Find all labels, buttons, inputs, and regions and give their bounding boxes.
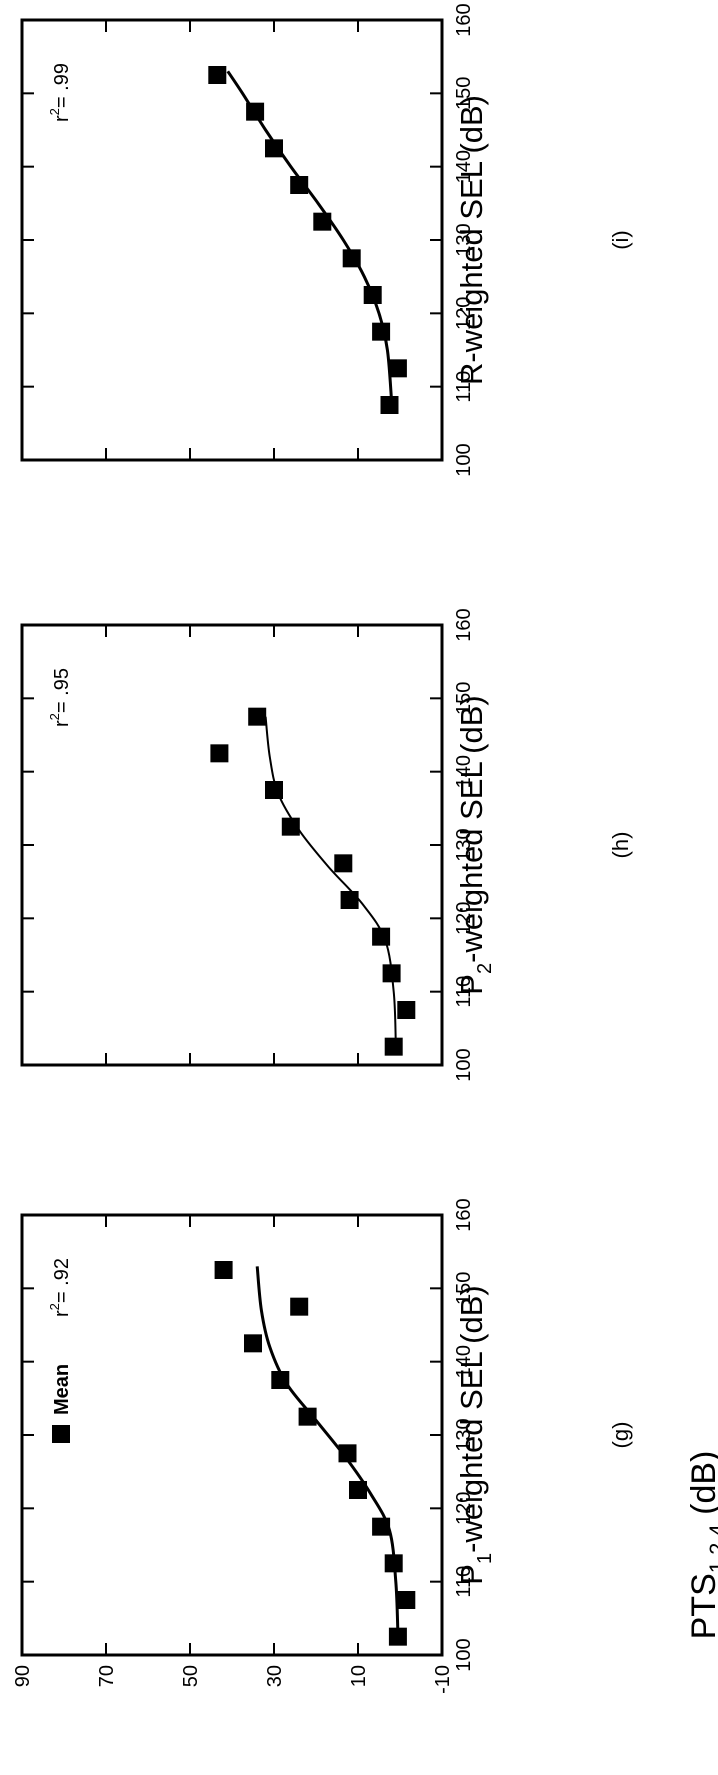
x-tick-label: 110 [453, 976, 475, 1008]
x-tick-label: 150 [453, 77, 475, 110]
x-axis-title: R-weighted SEL (dB) [454, 95, 489, 385]
x-tick-label: 120 [453, 902, 475, 935]
data-point [265, 781, 283, 799]
data-point [214, 1261, 233, 1279]
x-ticks: 100 110 120 130 140 150 160 [22, 3, 475, 477]
r-squared-label: r2= .92 [47, 1258, 73, 1317]
data-point [380, 396, 399, 414]
fit-curve [255, 1266, 400, 1634]
x-ticks: 100 110 120 130 140 150 160 [22, 608, 475, 1082]
data-point [388, 1627, 407, 1646]
r-squared-label: r2= .99 [47, 63, 73, 122]
x-axis-title: P1-weighted SEL (dB) [454, 1285, 496, 1584]
plot-frame [20, 1213, 444, 1657]
legend-label: Mean [51, 1364, 73, 1415]
data-point [271, 1371, 290, 1389]
data-points [208, 66, 407, 414]
data-point [265, 139, 283, 158]
x-tick-label: 100 [453, 443, 475, 476]
data-point [244, 1334, 262, 1353]
panel-h: 100 110 120 130 140 150 160 r2= .95 P2-weighte… [20, 608, 633, 1082]
data-point [372, 1517, 391, 1536]
panel-label: (g) [608, 1422, 633, 1449]
y-tick-label: 30 [264, 1665, 286, 1687]
x-tick-label: 140 [453, 755, 475, 788]
x-tick-label: 160 [453, 608, 475, 641]
x-tick-label: 160 [453, 1198, 475, 1231]
data-point [397, 1001, 416, 1019]
x-tick-label: 130 [453, 828, 475, 861]
data-point [388, 359, 407, 378]
data-point [397, 1591, 416, 1609]
x-tick-label: 110 [453, 1566, 475, 1598]
y-ticks: 90 70 50 30 10 -10 [12, 1215, 454, 1694]
data-point [338, 1444, 357, 1463]
data-point [281, 817, 300, 836]
data-points [214, 1261, 416, 1646]
y-tick-label: 90 [12, 1665, 34, 1687]
x-tick-label: 100 [453, 1048, 475, 1081]
x-tick-label: 150 [453, 1272, 475, 1305]
data-point [208, 66, 227, 84]
panel-i: 100 110 120 130 140 150 160 r2= .99 R-weighted… [20, 3, 633, 477]
r-squared-label: r2= .95 [47, 668, 73, 727]
x-tick-label: 120 [453, 297, 475, 330]
y-ticks [21, 20, 443, 460]
data-point [384, 1037, 403, 1056]
data-point [384, 1554, 403, 1573]
data-point [372, 927, 391, 946]
x-tick-label: 140 [453, 150, 475, 183]
x-tick-label: 100 [453, 1638, 475, 1671]
x-tick-label: 110 [453, 371, 475, 403]
data-point [342, 249, 361, 268]
y-axis-title: PTS1,2,4 (dB) [685, 1451, 718, 1640]
y-tick-label: 70 [96, 1665, 118, 1687]
rotated-figure: PTS1,2,4 (dB) 100 110 120 130 140 150 160 90 70… [12, 3, 718, 1694]
x-tick-label: 120 [453, 1492, 475, 1525]
data-points [210, 707, 416, 1056]
panel-g: 100 110 120 130 140 150 160 90 70 50 30 10 -10 Mean… [12, 1198, 633, 1694]
x-tick-label: 160 [453, 3, 475, 36]
x-axis-title: P2-weighted SEL (dB) [454, 695, 496, 994]
x-ticks: 100 110 120 130 140 150 160 [22, 1198, 475, 1672]
data-point [298, 1407, 317, 1426]
data-point [248, 707, 267, 726]
x-tick-label: 130 [453, 223, 475, 256]
x-tick-label: 130 [453, 1418, 475, 1451]
data-point [210, 744, 229, 763]
data-point [290, 1297, 309, 1316]
panel-label: (h) [608, 832, 633, 859]
legend-marker [52, 1425, 70, 1443]
y-tick-label: -10 [432, 1665, 454, 1694]
x-tick-label: 150 [453, 682, 475, 715]
data-point [372, 322, 391, 341]
plot-frame [20, 18, 444, 462]
data-point [290, 176, 309, 194]
data-point [334, 854, 353, 873]
y-tick-label: 50 [180, 1665, 202, 1687]
data-point [382, 964, 401, 983]
y-tick-label: 10 [348, 1665, 370, 1687]
fit-curve [264, 716, 397, 1044]
x-tick-label: 140 [453, 1345, 475, 1378]
data-point [246, 102, 265, 121]
data-point [363, 286, 382, 304]
plot-frame [20, 623, 444, 1067]
data-point [349, 1481, 367, 1499]
panel-label: (i) [608, 230, 633, 250]
data-point [313, 212, 332, 231]
fit-curve [226, 70, 394, 402]
y-ticks [21, 625, 443, 1065]
data-point [340, 891, 359, 909]
